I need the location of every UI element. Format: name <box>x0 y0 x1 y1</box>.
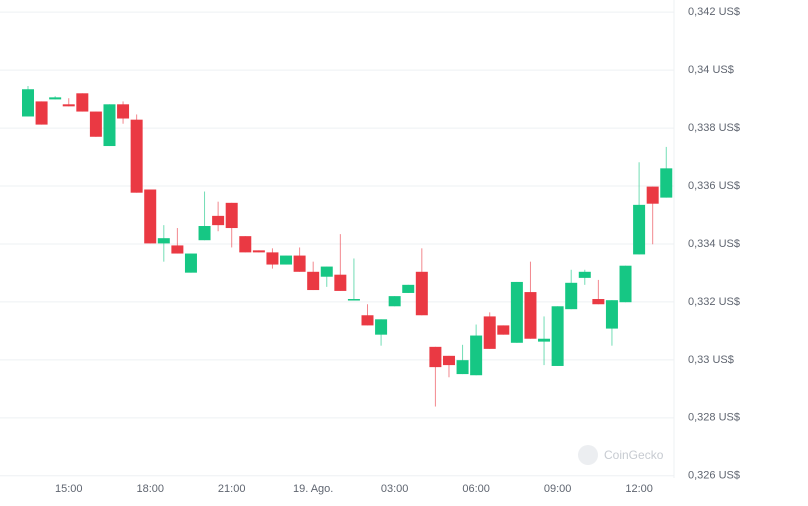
candle-body <box>266 252 279 265</box>
watermark-logo <box>578 445 598 465</box>
x-tick-label: 21:00 <box>218 483 246 495</box>
candle-body <box>171 245 184 254</box>
candle-body <box>592 299 605 305</box>
candle-body <box>551 306 564 366</box>
y-tick-label: 0,326 US$ <box>688 470 740 482</box>
y-tick-label: 0,342 US$ <box>688 6 740 18</box>
candle-body <box>184 253 197 273</box>
candle-body <box>157 238 170 244</box>
y-tick-label: 0,34 US$ <box>688 64 734 76</box>
candle-body <box>49 97 62 100</box>
candle-body <box>307 271 320 291</box>
candle-body <box>252 250 265 253</box>
candle-body <box>103 104 116 147</box>
candle-body <box>293 255 306 272</box>
candle-body <box>361 315 374 326</box>
candle-body <box>62 104 75 107</box>
candle-body <box>660 168 673 198</box>
x-tick-label: 03:00 <box>381 483 409 495</box>
candle-body <box>470 335 483 376</box>
candle-body <box>320 266 333 277</box>
x-tick-label: 18:00 <box>136 483 164 495</box>
candle-body <box>538 338 551 342</box>
candle-body <box>524 292 537 339</box>
candle-body <box>76 93 89 112</box>
candle-body <box>198 226 211 241</box>
candle-body <box>130 119 143 193</box>
candle-body <box>375 319 388 335</box>
candle-body <box>347 299 360 301</box>
candle-body <box>388 296 401 307</box>
candle-body <box>334 274 347 291</box>
x-tick-label: 12:00 <box>625 483 653 495</box>
candle-body <box>578 271 591 278</box>
candle-body <box>415 271 428 316</box>
candle-body <box>117 104 130 119</box>
candle-body <box>646 186 659 204</box>
y-tick-label: 0,336 US$ <box>688 180 740 192</box>
candle-body <box>633 204 646 255</box>
candle-body <box>497 325 510 335</box>
x-tick-label: 09:00 <box>544 483 572 495</box>
y-tick-label: 0,338 US$ <box>688 122 740 134</box>
candle-body <box>510 281 523 343</box>
candle-body <box>456 360 469 375</box>
x-tick-label: 06:00 <box>462 483 490 495</box>
candle-body <box>565 282 578 310</box>
candle-body <box>483 316 496 349</box>
y-tick-label: 0,332 US$ <box>688 296 740 308</box>
candle-body <box>22 89 34 117</box>
candle-body <box>429 346 442 368</box>
candle-body <box>442 355 455 366</box>
watermark: CoinGecko <box>604 448 664 462</box>
x-tick-label: 19. Ago. <box>293 483 333 495</box>
candle-body <box>212 215 225 226</box>
candle-body <box>239 236 252 253</box>
x-tick-label: 15:00 <box>55 483 83 495</box>
candle-body <box>402 284 415 293</box>
candle-body <box>35 101 48 125</box>
candle-body <box>225 202 238 229</box>
candle-body <box>144 189 157 244</box>
y-tick-label: 0,334 US$ <box>688 238 740 250</box>
candle-body <box>605 300 618 329</box>
y-tick-label: 0,33 US$ <box>688 354 734 366</box>
candle-body <box>619 265 632 303</box>
candle-body <box>280 255 293 265</box>
y-tick-label: 0,328 US$ <box>688 412 740 424</box>
candle-body <box>89 111 102 137</box>
